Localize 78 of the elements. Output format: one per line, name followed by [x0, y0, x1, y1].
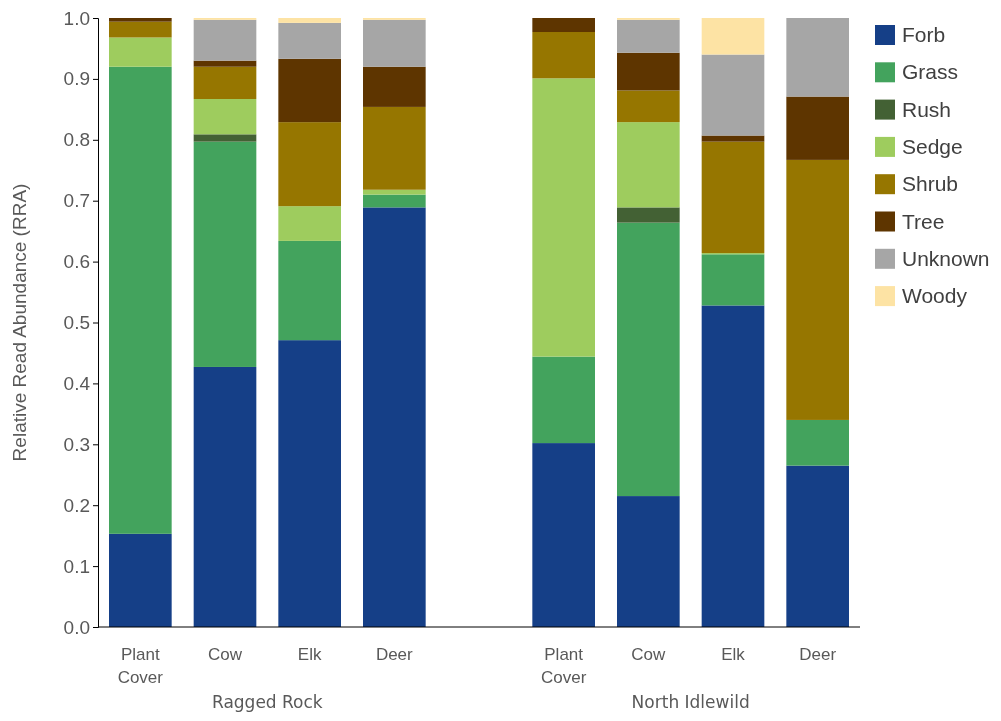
- bar: [786, 465, 849, 627]
- y-tick-label: 0.2: [63, 494, 90, 516]
- x-tick-label: Elk: [721, 645, 746, 664]
- bar: [617, 90, 680, 123]
- bar: [532, 356, 595, 444]
- y-tick-label: 0.6: [63, 251, 90, 273]
- bar: [532, 18, 595, 33]
- bar: [278, 206, 341, 241]
- x-tick-label: Deer: [375, 645, 414, 664]
- y-tick-label: 0.1: [63, 555, 90, 577]
- bar: [363, 106, 426, 190]
- bar: [701, 135, 765, 142]
- bar: [701, 254, 765, 306]
- x-tick-label: Elk: [297, 645, 322, 664]
- bar: [786, 96, 849, 160]
- bar: [617, 52, 680, 91]
- x-tick-label: Plant Cover: [117, 645, 164, 687]
- bar: [109, 66, 172, 534]
- legend-label: Forb: [902, 23, 946, 46]
- y-tick-label: 0.0: [63, 616, 90, 638]
- bar: [617, 496, 680, 627]
- bar: [617, 122, 680, 208]
- bar: [701, 18, 765, 55]
- x-tick-label: Deer: [799, 645, 837, 664]
- x-tick-label: Cow: [207, 645, 243, 664]
- bar: [109, 21, 172, 38]
- bar: [193, 141, 257, 367]
- bar: [701, 305, 765, 627]
- bar: [278, 22, 341, 59]
- bar: [532, 32, 595, 79]
- bar: [532, 443, 595, 627]
- bar: [363, 66, 426, 107]
- y-tick-label: 0.9: [63, 68, 90, 90]
- bar: [109, 37, 172, 67]
- bar: [109, 18, 172, 22]
- bar: [786, 159, 849, 420]
- bar: [278, 340, 341, 627]
- text: North Idlewild: [631, 692, 750, 712]
- bar: [701, 141, 765, 254]
- bar: [363, 207, 426, 627]
- bar: [617, 222, 680, 497]
- bar: [278, 58, 341, 123]
- y-axis-title: Relative Read Abundance (RRA): [9, 183, 30, 462]
- bar: [193, 99, 257, 135]
- bar: [278, 240, 341, 341]
- bar: [617, 19, 680, 53]
- bar: [786, 419, 849, 466]
- legend-label: Woody: [902, 284, 968, 308]
- bar: [278, 122, 341, 207]
- bar: [193, 134, 257, 142]
- y-tick-label: 0.3: [63, 433, 90, 455]
- y-tick-label: 0.8: [63, 129, 90, 151]
- bar: [193, 366, 257, 627]
- text: Ragged Rock: [211, 692, 323, 712]
- bar: [193, 66, 257, 99]
- bar: [532, 78, 595, 357]
- legend-label: Grass: [902, 60, 959, 84]
- y-tick-label: 0.4: [63, 372, 91, 394]
- bar: [786, 18, 849, 97]
- legend-label: Shrub: [902, 172, 959, 196]
- bar: [617, 207, 680, 223]
- bar: [193, 60, 257, 67]
- bar: [109, 533, 172, 627]
- legend-label: Rush: [902, 97, 952, 121]
- legend-label: Tree: [902, 209, 945, 233]
- bar: [193, 19, 257, 61]
- bar: [278, 18, 341, 23]
- x-tick-label: Plant Cover: [540, 645, 587, 687]
- bar: [363, 19, 426, 67]
- y-tick-label: 0.7: [63, 190, 90, 212]
- legend-label: Unknown: [902, 246, 990, 270]
- x-tick-label: Cow: [631, 645, 667, 664]
- bar: [363, 189, 426, 195]
- bar: [363, 194, 426, 208]
- bar: [701, 54, 765, 136]
- legend-label: Sedge: [902, 134, 963, 158]
- y-tick-label: 0.5: [63, 312, 90, 334]
- y-tick-label: 1.0: [63, 7, 90, 29]
